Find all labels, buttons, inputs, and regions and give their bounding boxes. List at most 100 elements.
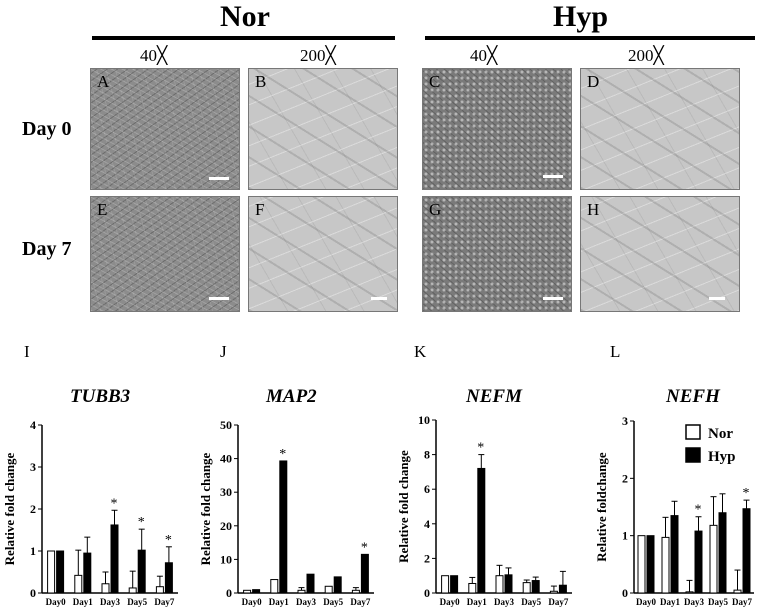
y-tick-label: 1 [622,529,628,543]
chart-title-map2: MAP2 [266,386,317,407]
bar-nor-day3 [685,591,694,594]
x-tick-label: Day1 [73,597,93,607]
y-tick-label: 4 [424,517,430,531]
y-tick-label: 30 [220,485,232,499]
micrograph-letter: A [97,72,110,91]
x-tick-label: Day5 [521,597,541,607]
scale-bar [209,177,229,180]
micrograph-f: F [248,196,398,312]
micrograph-letter: E [97,200,108,219]
mag-label-hyp-low: 40╳ [470,46,498,65]
y-axis-label: Relative fold change [2,452,17,565]
x-tick-label: Day7 [732,597,752,607]
significance-marker: * [111,496,118,511]
x-tick-label: Day0 [636,597,656,607]
bar-nor-day1 [270,579,279,594]
x-tick-label: Day0 [46,597,66,607]
bar-hyp-day7 [742,508,751,594]
panel-letter-j: J [220,342,227,361]
bar-hyp-day0 [450,575,459,594]
y-tick-label: 10 [220,552,232,566]
chart-title-tubb3: TUBB3 [70,386,131,407]
y-tick-label: 2 [622,471,628,485]
chart-tubb3: 0 1 2 3 4 Relative fold change Day0 Day1 * Day3 * D… [2,418,178,607]
scale-bar [543,175,563,178]
micrograph-a: A [90,68,240,190]
legend-swatch-hyp [685,447,701,463]
significance-marker: * [138,515,145,530]
x-tick-label: Day3 [684,597,704,607]
bar-nor-day5 [709,524,718,594]
scale-bar [371,297,387,300]
y-tick-label: 0 [622,586,628,600]
bar-nor-day1 [74,574,83,594]
x-tick-label: Day3 [296,597,316,607]
micrograph-g: G [422,196,572,312]
y-tick-label: 10 [418,413,430,427]
x-tick-label: Day7 [548,597,568,607]
x-tick-label: Day1 [467,597,487,607]
bar-hyp-day1 [83,552,92,594]
bar-nor-day1 [661,536,670,594]
significance-marker: * [165,533,172,548]
bar-hyp-day3 [504,574,513,594]
y-tick-label: 0 [226,586,232,600]
bar-nor-day5 [324,585,333,594]
micrograph-letter: F [255,200,265,219]
x-tick-label: Day0 [242,597,262,607]
bar-nor-day5 [128,587,137,594]
x-tick-label: Day5 [708,597,728,607]
y-tick-label: 2 [30,502,36,516]
bar-hyp-day0 [252,589,261,594]
y-axis-label: Relative fold change [396,450,411,563]
bar-hyp-day0 [646,535,655,594]
scale-bar [209,297,229,300]
bar-hyp-day7 [360,553,369,594]
bar-nor-day7 [351,589,360,594]
bar-nor-day3 [495,575,504,594]
row-label-day7: Day 7 [22,238,72,260]
mag-label-nor-high: 200╳ [300,46,336,65]
bar-hyp-day3 [694,530,703,594]
significance-marker: * [361,540,368,555]
y-tick-label: 1 [30,544,36,558]
y-tick-label: 2 [424,551,430,565]
condition-label-hyp: Hyp [553,0,609,33]
bar-nor-day7 [733,589,742,594]
bar-nor-day3 [101,583,110,594]
micrograph-d: D [580,68,740,190]
x-tick-label: Day5 [323,597,343,607]
panel-letter-i: I [24,342,30,361]
bar-hyp-day5 [333,576,342,594]
x-tick-label: Day0 [440,597,460,607]
significance-marker: * [695,503,702,518]
bar-nor-day3 [297,589,306,594]
x-tick-label: Day7 [350,597,370,607]
chart-map2: 0 10 20 30 40 50 Relative fold change Day0 * Day1… [198,418,374,607]
bar-nor-day7 [549,590,558,594]
chart-title-nefm: NEFM [466,386,522,407]
chart-nefm: 0 2 4 6 8 10 Relative fold change Day0 * Day1 Day3… [396,413,572,607]
micrograph-c: C [422,68,572,190]
panel-letter-l: L [610,342,621,361]
y-tick-label: 50 [220,418,232,432]
micrograph-h: H [580,196,740,312]
legend-label-hyp: Hyp [708,449,736,465]
y-tick-label: 8 [424,448,430,462]
significance-marker: * [279,447,286,462]
significance-marker: * [743,486,750,501]
legend-label-nor: Nor [708,426,733,442]
mag-label-nor-low: 40╳ [140,46,168,65]
bar-hyp-day3 [306,573,315,594]
x-tick-label: Day3 [100,597,120,607]
bar-hyp-day7 [558,584,567,594]
y-tick-label: 4 [30,418,36,432]
x-tick-label: Day1 [660,597,680,607]
micrograph-e: E [90,196,240,312]
scale-bar [543,297,563,300]
y-tick-label: 0 [424,586,430,600]
bar-hyp-day1 [670,515,679,594]
scale-bar [709,297,725,300]
chart-title-nefh: NEFH [666,386,720,407]
